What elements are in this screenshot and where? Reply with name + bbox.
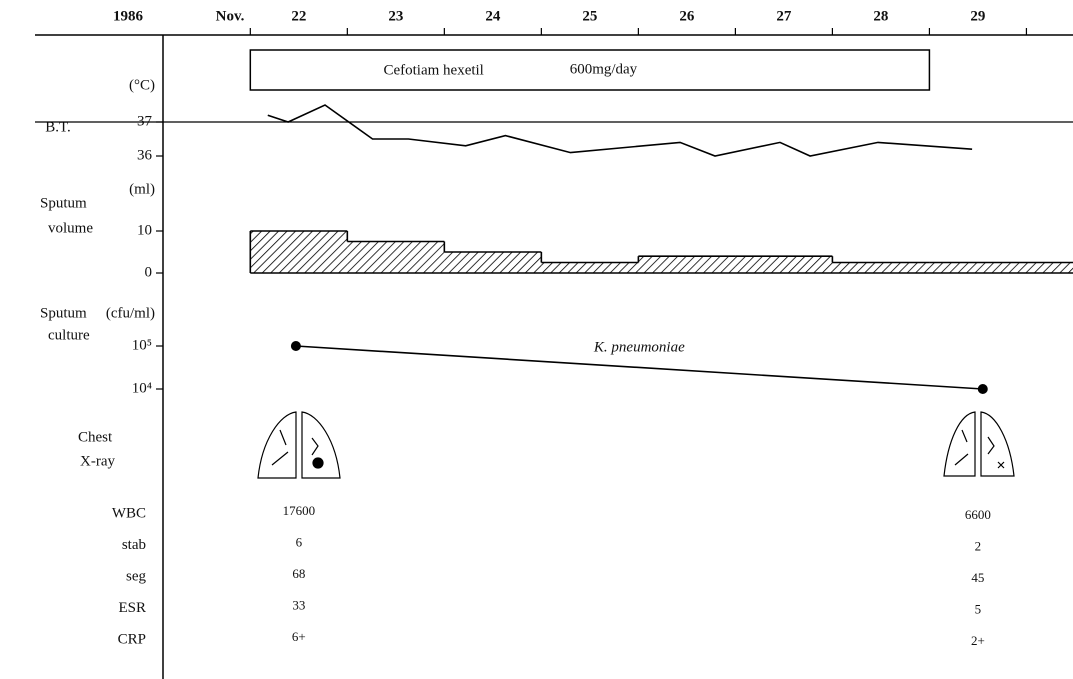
volume-step <box>541 263 638 274</box>
xray-day22 <box>258 412 340 478</box>
day-label: 24 <box>485 8 501 24</box>
unit-label: (°C) <box>129 77 155 93</box>
lab-value: 45 <box>971 570 984 585</box>
panel-label: volume <box>48 220 93 236</box>
lab-label: WBC <box>112 505 146 521</box>
drug-dose: 600mg/day <box>570 61 638 77</box>
y-tick-label: 10⁴ <box>132 380 152 396</box>
data-line <box>268 105 972 156</box>
xray-label: X-ray <box>80 453 115 469</box>
y-tick-label: 0 <box>145 264 153 280</box>
lab-value: 17600 <box>283 503 316 518</box>
lab-value: 68 <box>292 566 305 581</box>
drug-name: Cefotiam hexetil <box>383 62 483 78</box>
lab-label: stab <box>122 537 146 553</box>
xray-day29 <box>944 412 1014 476</box>
xray-label: Chest <box>78 429 113 445</box>
lab-label: CRP <box>118 631 146 647</box>
unit-label: (ml) <box>129 181 155 197</box>
lab-value: 6600 <box>965 507 991 522</box>
lab-value: 2+ <box>971 633 985 648</box>
y-tick-label: 10⁵ <box>132 337 152 353</box>
volume-step <box>735 256 832 273</box>
panel-label: Sputum <box>40 305 87 321</box>
lab-value: 6+ <box>292 629 306 644</box>
day-label: 22 <box>291 8 306 24</box>
day-label: 29 <box>970 8 985 24</box>
day-label: 28 <box>873 8 888 24</box>
lab-value: 6 <box>296 534 303 549</box>
volume-step <box>832 263 929 274</box>
day-label: 23 <box>388 8 403 24</box>
day-label: 25 <box>582 8 597 24</box>
volume-step <box>444 252 541 273</box>
volume-step <box>638 256 735 273</box>
clinical-course-chart: 1986 Nov. 2223242526272829Cefotiam hexet… <box>0 0 1073 679</box>
month: Nov. <box>216 8 245 24</box>
data-point <box>291 341 301 351</box>
volume-step <box>347 242 444 274</box>
y-tick-label: 10 <box>137 222 152 238</box>
lab-label: ESR <box>118 600 146 616</box>
panel-label: Sputum <box>40 195 87 211</box>
day-label: 26 <box>679 8 695 24</box>
day-label: 27 <box>776 8 792 24</box>
lab-value: 5 <box>975 601 982 616</box>
year: 1986 <box>113 8 144 24</box>
unit-label: (cfu/ml) <box>106 305 155 321</box>
lab-label: seg <box>126 568 146 584</box>
lab-value: 2 <box>975 538 982 553</box>
panel-label: culture <box>48 327 90 343</box>
data-point <box>978 384 988 394</box>
lab-value: 33 <box>292 597 305 612</box>
y-tick-label: 36 <box>137 147 153 163</box>
volume-step <box>929 263 1073 274</box>
annotation: K. pneumoniae <box>593 339 685 355</box>
volume-step <box>250 231 347 273</box>
